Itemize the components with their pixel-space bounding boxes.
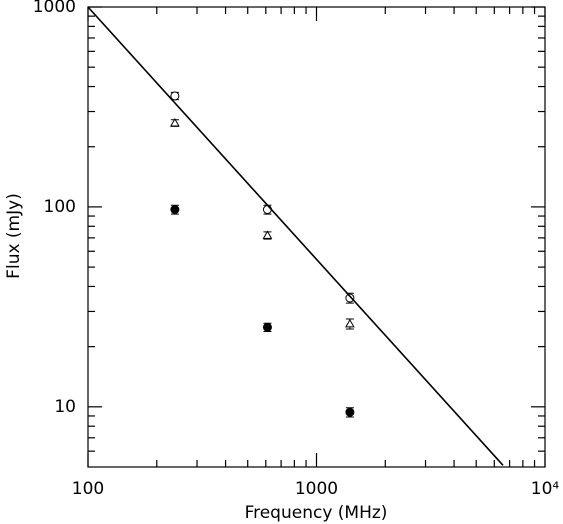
point xyxy=(262,322,272,332)
point xyxy=(345,407,355,417)
point xyxy=(345,293,355,303)
fit-line xyxy=(87,6,504,466)
point xyxy=(262,230,273,239)
point xyxy=(262,205,272,215)
point xyxy=(170,117,180,127)
point xyxy=(170,205,180,215)
y-tick-label: 1000 xyxy=(33,0,76,17)
x-tick-label: 10⁴ xyxy=(531,479,560,499)
point xyxy=(170,91,180,101)
point xyxy=(345,318,355,328)
y-tick-label: 100 xyxy=(44,197,76,217)
x-tick-label: 100 xyxy=(72,479,104,499)
plot-frame xyxy=(87,6,546,468)
x-axis-label: Frequency (MHz) xyxy=(245,503,388,523)
x-tick-label: 1000 xyxy=(295,479,338,499)
y-tick-label: 10 xyxy=(54,397,76,417)
y-axis-label: Flux (mJy) xyxy=(4,193,24,279)
